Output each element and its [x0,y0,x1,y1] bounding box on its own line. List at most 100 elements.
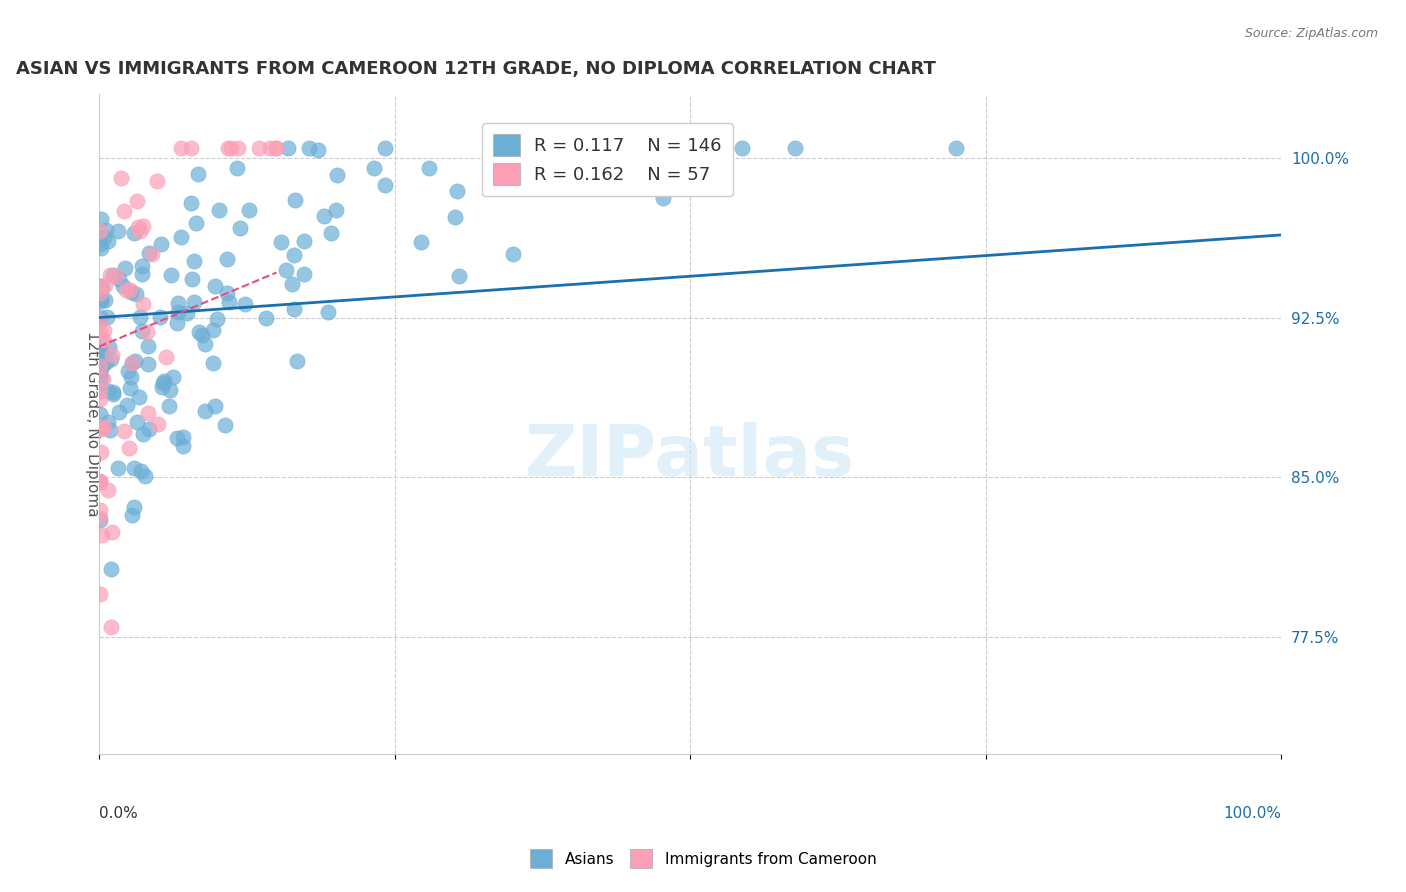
Immigrants from Cameroon [90,333,112,347]
Asians [131,324,153,338]
Immigrants from Cameroon [247,140,270,154]
Immigrants from Cameroon [89,475,111,489]
Asians [101,384,124,399]
Asians [96,310,118,324]
Asians [945,140,967,154]
Asians [187,167,209,181]
Asians [204,279,226,293]
Asians [89,407,111,421]
Asians [215,252,238,266]
Y-axis label: 12th Grade, No Diploma: 12th Grade, No Diploma [86,331,100,516]
Immigrants from Cameroon [146,174,169,188]
Asians [283,301,305,316]
Immigrants from Cameroon [89,503,111,517]
Asians [131,259,153,273]
Asians [270,235,292,249]
Asians [277,140,299,154]
Legend: Asians, Immigrants from Cameroon: Asians, Immigrants from Cameroon [522,841,884,875]
Asians [187,325,209,339]
Immigrants from Cameroon [89,392,111,407]
Asians [89,372,111,386]
Immigrants from Cameroon [89,384,111,398]
Immigrants from Cameroon [93,420,115,434]
Asians [363,161,385,176]
Asians [194,337,217,351]
Asians [409,235,432,249]
Asians [307,143,329,157]
Immigrants from Cameroon [118,441,141,455]
Asians [127,415,149,429]
Asians [215,286,238,301]
Asians [138,245,160,260]
Asians [134,469,156,483]
Asians [167,305,190,319]
Asians [89,348,111,362]
Asians [120,285,142,300]
Asians [90,293,112,308]
Asians [91,281,114,295]
Asians [418,161,440,175]
Immigrants from Cameroon [217,140,239,154]
Asians [89,343,111,357]
Immigrants from Cameroon [132,219,155,234]
Immigrants from Cameroon [132,297,155,311]
Asians [374,140,396,154]
Asians [166,296,188,310]
Asians [152,376,174,390]
Asians [94,355,117,369]
Asians [166,431,188,445]
Asians [97,384,120,399]
Asians [107,404,129,418]
Asians [647,170,669,185]
Asians [228,221,250,235]
Immigrants from Cameroon [89,474,111,488]
Asians [132,426,155,441]
Legend: R = 0.117    N = 146, R = 0.162    N = 57: R = 0.117 N = 146, R = 0.162 N = 57 [482,123,733,196]
Asians [89,279,111,293]
Asians [233,297,256,311]
Asians [280,277,302,291]
Immigrants from Cameroon [112,204,135,219]
Asians [153,374,176,388]
Immigrants from Cameroon [141,247,163,261]
Asians [238,202,260,217]
Asians [152,380,174,394]
Asians [374,178,396,193]
Asians [285,354,308,368]
Asians [90,359,112,374]
Asians [129,464,152,478]
Asians [114,260,136,275]
Asians [89,315,111,329]
Immigrants from Cameroon [135,326,157,340]
Immigrants from Cameroon [259,140,281,154]
Asians [254,310,277,325]
Immigrants from Cameroon [90,528,112,542]
Immigrants from Cameroon [121,356,143,370]
Asians [204,399,226,413]
Asians [89,360,111,375]
Asians [183,253,205,268]
Asians [138,422,160,436]
Asians [90,359,112,373]
Asians [89,384,111,398]
Asians [101,386,124,401]
Asians [128,390,150,404]
Asians [166,316,188,330]
Immigrants from Cameroon [89,279,111,293]
Asians [218,295,240,310]
Immigrants from Cameroon [115,283,138,297]
Immigrants from Cameroon [100,619,122,633]
Asians [284,193,307,207]
Immigrants from Cameroon [127,219,149,234]
Asians [138,338,160,352]
Immigrants from Cameroon [180,140,202,154]
Asians [98,340,121,354]
Asians [97,416,120,430]
Asians [202,323,225,337]
Immigrants from Cameroon [89,314,111,328]
Asians [312,209,335,223]
Asians [89,513,111,527]
Asians [651,192,673,206]
Asians [225,161,247,176]
Immigrants from Cameroon [98,268,121,282]
